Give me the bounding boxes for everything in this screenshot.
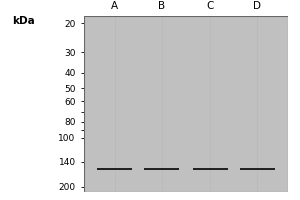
Bar — [240, 168, 275, 170]
Text: kDa: kDa — [12, 16, 35, 26]
Bar — [97, 168, 132, 170]
Bar — [193, 168, 228, 170]
Bar — [84, 16, 288, 192]
Bar — [144, 168, 179, 170]
